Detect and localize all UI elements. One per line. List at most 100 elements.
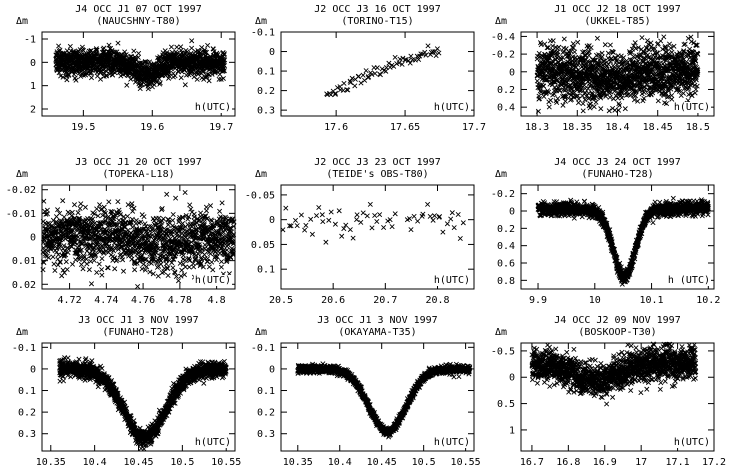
y-axis-label: Δm bbox=[16, 16, 28, 27]
data-point bbox=[354, 212, 360, 218]
data-point bbox=[205, 42, 211, 48]
data-point bbox=[362, 77, 368, 83]
data-point bbox=[350, 235, 356, 241]
data-point bbox=[434, 46, 440, 52]
x-tick-label: 20.5 bbox=[269, 295, 293, 306]
data-point bbox=[173, 195, 179, 201]
data-points bbox=[40, 189, 237, 290]
data-point bbox=[140, 261, 147, 267]
data-point bbox=[66, 72, 72, 78]
data-point bbox=[77, 205, 83, 212]
data-point bbox=[97, 202, 103, 208]
y-tick-label: 0.02 bbox=[12, 280, 36, 291]
data-point bbox=[106, 199, 112, 205]
data-point bbox=[436, 50, 442, 56]
y-tick-label: 0.4 bbox=[497, 103, 515, 114]
data-point bbox=[374, 218, 380, 225]
data-point bbox=[575, 39, 581, 45]
data-point bbox=[86, 267, 92, 273]
data-point bbox=[187, 202, 193, 208]
data-point bbox=[292, 217, 299, 223]
data-point bbox=[131, 48, 137, 54]
data-point bbox=[425, 43, 431, 49]
data-point bbox=[455, 211, 461, 218]
data-point bbox=[120, 268, 127, 274]
data-point bbox=[347, 227, 353, 233]
data-point bbox=[63, 259, 69, 265]
panel-title: J1 OCC J2 18 OCT 1997 bbox=[554, 4, 680, 15]
data-point bbox=[60, 198, 66, 204]
data-point bbox=[593, 99, 599, 105]
data-point bbox=[189, 38, 195, 44]
y-tick-label: -0.02 bbox=[6, 185, 36, 196]
data-point bbox=[56, 43, 62, 49]
data-point bbox=[58, 73, 64, 79]
data-point bbox=[358, 80, 364, 86]
data-point bbox=[377, 212, 383, 218]
panel-subtitle: (UKKEL-T85) bbox=[584, 16, 650, 27]
data-point bbox=[182, 257, 188, 263]
x-tick-label: 18.3 bbox=[525, 122, 549, 133]
data-point bbox=[615, 107, 622, 113]
x-tick-label: 17.6 bbox=[324, 122, 348, 133]
panel-title: J2 OCC J3 23 OCT 1997 bbox=[314, 157, 440, 168]
data-point bbox=[332, 221, 338, 227]
data-point bbox=[186, 256, 192, 262]
data-points bbox=[53, 38, 228, 92]
y-tick-label: 0.01 bbox=[12, 256, 36, 267]
data-point bbox=[94, 269, 100, 276]
data-point bbox=[177, 260, 183, 266]
data-point bbox=[548, 97, 554, 103]
chart-panel-6: J4 OCC J3 24 OCT 1997(FUNAHO-T28)9.9 10 10… bbox=[491, 157, 720, 306]
x-tick-label: 19.5 bbox=[71, 122, 95, 133]
panel-subtitle: (FUNAHO-T28) bbox=[581, 169, 653, 180]
data-point bbox=[319, 212, 325, 218]
chart-panel-1: J4 OCC J1 07 OCT 1997(NAUCSHNY-T80)19.5 1… bbox=[16, 4, 236, 133]
data-point bbox=[51, 261, 57, 267]
panel-title: J4 OCC J1 07 OCT 1997 bbox=[75, 4, 201, 15]
data-point bbox=[80, 47, 87, 54]
data-point bbox=[562, 98, 568, 104]
data-point bbox=[97, 76, 104, 82]
data-point bbox=[313, 213, 320, 219]
data-point bbox=[440, 229, 446, 235]
data-point bbox=[124, 213, 131, 219]
data-point bbox=[658, 38, 664, 44]
data-point bbox=[374, 65, 380, 71]
x-tick-label: 19.6 bbox=[140, 122, 164, 133]
y-tick-label: 0.2 bbox=[257, 86, 275, 97]
data-point bbox=[692, 90, 698, 96]
x-tick-label: 4.74 bbox=[94, 295, 118, 306]
data-point bbox=[173, 273, 179, 280]
data-point bbox=[94, 206, 100, 212]
data-point bbox=[91, 257, 97, 264]
data-point bbox=[78, 73, 84, 79]
data-point bbox=[210, 267, 216, 273]
data-point bbox=[112, 266, 118, 272]
x-tick-label: 4.8 bbox=[208, 295, 226, 306]
y-tick-label: 0 bbox=[269, 215, 275, 226]
data-point bbox=[354, 217, 360, 223]
data-point bbox=[198, 210, 204, 216]
y-axis-label: Δm bbox=[255, 16, 267, 27]
data-point bbox=[219, 200, 225, 206]
data-point bbox=[363, 68, 369, 74]
y-tick-label: 0 bbox=[30, 58, 36, 69]
data-point bbox=[411, 213, 417, 219]
y-axis-label: Δm bbox=[495, 16, 507, 27]
data-point bbox=[303, 222, 309, 228]
x-tick-label: 17.7 bbox=[462, 122, 486, 133]
data-point bbox=[158, 261, 164, 267]
data-point bbox=[66, 71, 72, 77]
data-point bbox=[550, 38, 556, 44]
data-point bbox=[84, 261, 90, 267]
data-point bbox=[341, 80, 347, 86]
data-point bbox=[340, 87, 346, 93]
chart-panel-5: J2 OCC J3 23 OCT 1997(TEIDE's OBS-T80) 20… bbox=[245, 157, 475, 306]
panel-subtitle: (TEIDE's OBS-T80) bbox=[326, 169, 428, 180]
data-point bbox=[666, 41, 673, 47]
data-point bbox=[381, 224, 387, 231]
y-axis-label: Δm bbox=[255, 169, 267, 180]
data-point bbox=[191, 264, 197, 270]
data-point bbox=[75, 210, 81, 216]
